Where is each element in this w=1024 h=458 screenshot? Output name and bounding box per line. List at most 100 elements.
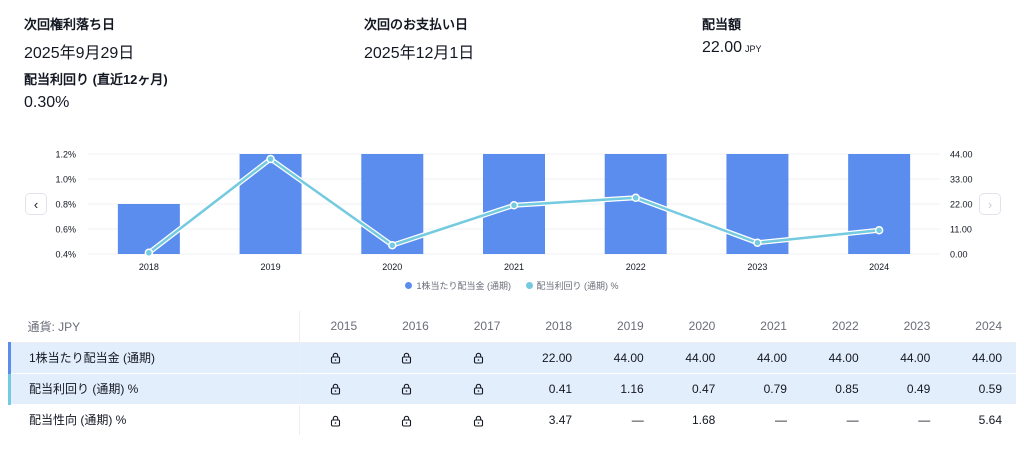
left-axis-tick-label: 0.4% (55, 250, 76, 260)
lock-cell[interactable] (371, 404, 443, 435)
year-header: 2024 (944, 311, 1016, 343)
year-header: 2022 (800, 311, 873, 343)
payment-date-value: 2025年12月1日 (364, 45, 475, 62)
row-label: 配当性向 (通期) % (9, 404, 300, 435)
dividend-yield-ttm-value: 0.30% (24, 94, 70, 111)
ex-dividend-date-value: 2025年9月29日 (24, 45, 135, 62)
legend-label-dividend-per-share: 1株当たり配当金 (通期) (416, 281, 511, 291)
lock-cell[interactable] (299, 342, 372, 374)
lock-cell[interactable] (300, 404, 372, 435)
value-cell: 0.49 (872, 373, 945, 405)
currency-label: 通貨: JPY (9, 311, 300, 343)
payment-date-stat: 次回のお支払い日 2025年12月1日 (364, 14, 474, 63)
lock-cell[interactable] (443, 404, 515, 435)
yield-point (144, 248, 154, 257)
row-payout-ratio: 配当性向 (通期) % 3.47 — 1.68 — — — 5.64 (9, 404, 1017, 435)
dividend-amount-number: 22.00 (702, 39, 743, 56)
row-label: 配当利回り (通期) % (8, 373, 300, 405)
value-cell: 0.41 (514, 373, 587, 405)
x-axis-tick-label: 2022 (626, 262, 646, 272)
value-cell: 5.64 (978, 412, 1002, 427)
year-header: 2020 (657, 311, 730, 343)
row-label: 1株当たり配当金 (通期) (8, 342, 300, 374)
value-cell: 3.47 (548, 412, 573, 427)
dividend-bar (848, 154, 911, 254)
lock-icon (473, 351, 484, 365)
chart-legend: 1株当たり配当金 (通期) 配当利回り (通期) % (0, 279, 1024, 292)
right-axis-tick-label: 44.00 (950, 150, 973, 160)
yield-point (509, 201, 519, 210)
legend-swatch-bar (405, 282, 413, 289)
lock-cell[interactable] (371, 342, 443, 374)
yield-point (874, 226, 884, 235)
year-header: 2023 (872, 311, 945, 343)
lock-icon (473, 413, 484, 427)
chevron-left-icon: ‹ (33, 196, 39, 212)
lock-icon (401, 413, 412, 427)
yield-point (388, 241, 397, 250)
value-cell: 44.00 (657, 342, 730, 374)
ex-dividend-date-label: 次回権利落ち日 (24, 17, 116, 32)
chart-next-button[interactable]: › (979, 193, 1001, 215)
dividend-amount-stat: 配当額 22.00 JPY (702, 14, 762, 57)
right-axis-tick-label: 33.00 (950, 175, 973, 185)
chart-prev-button[interactable]: ‹ (25, 193, 47, 215)
value-cell: 0.47 (657, 373, 730, 405)
value-cell: — (918, 412, 931, 427)
left-axis-tick-label: 1.0% (55, 175, 76, 185)
dividend-table: 通貨: JPY 2015 2016 2017 2018 2019 2020 2021 2022 2… (8, 311, 1016, 435)
value-cell: 0.59 (944, 373, 1016, 405)
dividend-yield-ttm-label: 配当利回り (直近12ヶ月) (24, 72, 168, 87)
value-cell: — (774, 412, 787, 427)
lock-cell[interactable] (442, 373, 515, 405)
x-axis-tick-label: 2020 (382, 262, 402, 272)
right-axis-tick-label: 22.00 (950, 200, 973, 210)
value-cell: 22.00 (514, 342, 587, 374)
yield-point (266, 154, 275, 164)
table-header-row: 通貨: JPY 2015 2016 2017 2018 2019 2020 2021 2022 2… (9, 311, 1016, 343)
value-cell: 44.00 (586, 342, 658, 374)
dividend-bar (117, 204, 180, 254)
dividend-amount-value: 22.00 JPY (702, 39, 762, 57)
dividend-amount-unit: JPY (745, 44, 762, 54)
yield-point (631, 193, 640, 202)
x-axis-tick-label: 2023 (747, 262, 767, 272)
chevron-right-icon: › (987, 196, 993, 212)
x-axis-tick-label: 2019 (261, 262, 281, 272)
legend-swatch-line (525, 282, 533, 289)
yield-point (753, 238, 762, 247)
dividend-bar (239, 154, 302, 254)
value-cell: 44.00 (729, 342, 801, 374)
lock-cell[interactable] (442, 342, 515, 374)
left-axis-tick-label: 0.8% (55, 200, 76, 210)
lock-icon (330, 413, 341, 427)
lock-cell[interactable] (299, 373, 372, 405)
dividend-chart: 0.4% 0.00 0.6% 11.00 0.8% 22.00 1.0% 33.00 1.2% 4… (55, 150, 973, 273)
year-header: 2015 (299, 311, 372, 343)
value-cell: 44.00 (800, 342, 873, 374)
value-cell: 44.00 (872, 342, 945, 374)
lock-icon (401, 351, 412, 365)
row-dividend-per-share: 1株当たり配当金 (通期) 22.00 44.00 44.00 44.00 44.00 44… (8, 342, 1016, 374)
year-header: 2016 (371, 311, 443, 343)
lock-icon (473, 382, 484, 396)
dividend-yield-ttm-stat: 配当利回り (直近12ヶ月) 0.30% (24, 69, 168, 112)
legend-item-dividend-per-share[interactable]: 1株当たり配当金 (通期) (405, 279, 511, 292)
left-axis-tick-label: 1.2% (55, 150, 76, 160)
lock-cell[interactable] (371, 373, 443, 405)
x-axis-tick-label: 2018 (139, 262, 159, 272)
row-dividend-yield: 配当利回り (通期) % 0.41 1.16 0.47 0.79 0.85 0.49 0.59 (8, 373, 1016, 405)
legend-item-dividend-yield[interactable]: 配当利回り (通期) % (525, 279, 619, 292)
value-cell: 1.16 (586, 373, 658, 405)
lock-icon (330, 351, 341, 365)
dividend-amount-label: 配当額 (702, 17, 742, 32)
payment-date-label: 次回のお支払い日 (364, 17, 469, 32)
legend-label-dividend-yield: 配当利回り (通期) % (536, 281, 619, 291)
ex-dividend-date-stat: 次回権利落ち日 2025年9月29日 (24, 14, 134, 63)
year-header: 2019 (586, 311, 658, 343)
left-axis-tick-label: 0.6% (55, 225, 76, 235)
value-cell: 1.68 (691, 412, 716, 427)
value-cell: 44.00 (944, 342, 1016, 374)
x-axis-tick-label: 2021 (504, 262, 524, 272)
year-header: 2021 (729, 311, 801, 343)
